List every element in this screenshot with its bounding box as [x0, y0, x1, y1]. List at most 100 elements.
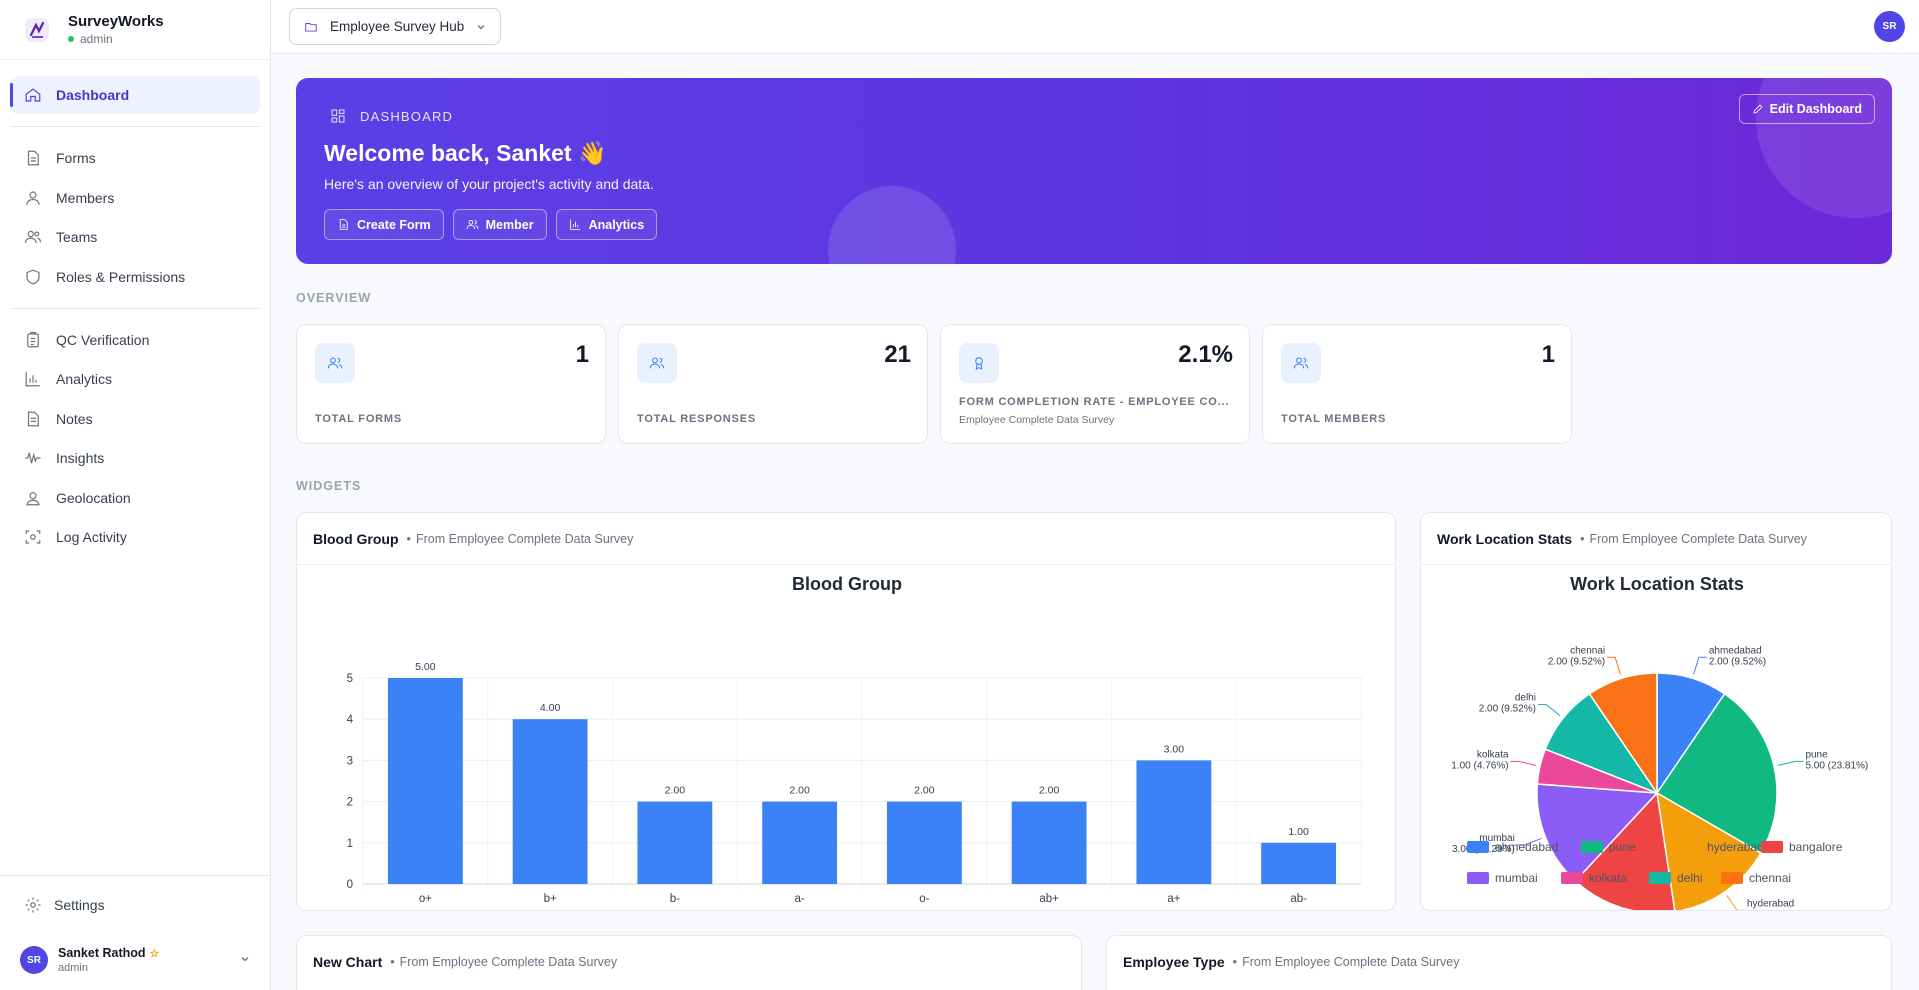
wave-icon [25, 452, 41, 464]
y-tick-label: 4 [347, 714, 354, 726]
y-tick-label: 3 [347, 755, 353, 767]
welcome-banner: DASHBOARD Welcome back, Sanket 👋 Here's … [296, 78, 1892, 264]
legend-label: mumbai [1495, 871, 1538, 885]
project-selector[interactable]: Employee Survey Hub [289, 8, 501, 45]
chevron-down-icon[interactable] [240, 954, 250, 964]
new-chart-widget[interactable]: New Chart From Employee Complete Data Su… [296, 935, 1082, 990]
document-icon [27, 150, 39, 166]
sidebar-item-label: QC Verification [56, 331, 150, 348]
sidebar-item-teams[interactable]: Teams [10, 218, 260, 256]
data-label: 1.00 [1288, 826, 1309, 838]
sidebar-item-log-activity[interactable]: Log Activity [10, 518, 260, 556]
users-icon [327, 357, 343, 369]
legend-swatch [1467, 841, 1489, 853]
stat-icon [637, 343, 677, 383]
slice-label: mumbai [1479, 833, 1515, 844]
legend-swatch [1581, 841, 1603, 853]
brand[interactable]: SurveyWorks admin [0, 0, 270, 60]
sidebar-item-qc-verification[interactable]: QC Verification [10, 321, 260, 359]
bar-ab- [1261, 842, 1337, 884]
nav-divider [10, 126, 260, 127]
sidebar-item-analytics[interactable]: Analytics [10, 360, 260, 398]
y-tick-label: 5 [347, 673, 353, 685]
gear-icon [25, 897, 41, 913]
user-menu[interactable]: SR Sanket Rathod ☆ admin [0, 934, 270, 986]
slice-value: 3.00 (14.29%) [1747, 909, 1810, 910]
bar-chart-icon [569, 219, 580, 230]
stat-icon [1281, 343, 1321, 383]
y-tick-label: 1 [347, 838, 353, 850]
sidebar-item-forms[interactable]: Forms [10, 139, 260, 177]
data-label: 2.00 [789, 785, 810, 797]
x-tick-label: ab+ [1039, 893, 1059, 905]
brand-logo-icon [25, 17, 49, 42]
bar-ab+ [1011, 801, 1087, 884]
leader-line [1693, 656, 1707, 675]
stat-icon [315, 343, 355, 383]
users-icon [649, 357, 665, 369]
bar-a- [762, 801, 838, 884]
page-title: Welcome back, Sanket 👋 [324, 140, 607, 166]
sidebar-item-members[interactable]: Members [10, 179, 260, 217]
stat-card-total-responses[interactable]: 21 TOTAL RESPONSES [618, 324, 928, 444]
slice-label: ahmedabad [1709, 645, 1762, 656]
sidebar-item-notes[interactable]: Notes [10, 400, 260, 438]
blood-group-widget[interactable]: Blood Group From Employee Complete Data … [296, 512, 1396, 911]
sidebar-item-insights[interactable]: Insights [10, 439, 260, 477]
x-tick-label: b+ [544, 893, 557, 905]
legend-label: bangalore [1789, 840, 1843, 854]
widget-source: From Employee Complete Data Survey [1580, 532, 1806, 546]
widget-header: Work Location Stats From Employee Comple… [1421, 513, 1891, 565]
sidebar-item-label: Teams [56, 229, 98, 245]
legend-swatch [1467, 872, 1489, 884]
slice-label: chennai [1570, 645, 1605, 656]
stat-value: 1 [575, 341, 589, 368]
widget-source: From Employee Complete Data Survey [407, 532, 633, 546]
widget-source: From Employee Complete Data Survey [1233, 955, 1459, 969]
stat-card-total-members[interactable]: 1 TOTAL MEMBERS [1262, 324, 1572, 444]
project-name: Employee Survey Hub [330, 19, 465, 34]
settings-button[interactable]: Settings [0, 876, 270, 934]
employee-type-widget[interactable]: Employee Type From Employee Complete Dat… [1106, 935, 1892, 990]
stat-card-total-forms[interactable]: 1 TOTAL FORMS [296, 324, 606, 444]
widget-title: Work Location Stats [1437, 530, 1573, 547]
sidebar-item-dashboard[interactable]: Dashboard [10, 76, 260, 114]
legend-swatch [1761, 841, 1783, 853]
legend-label: pune [1609, 840, 1636, 854]
brand-name: SurveyWorks [68, 13, 164, 30]
widgets-heading: WIDGETS [296, 479, 362, 493]
sidebar-item-label: Roles & Permissions [56, 268, 186, 285]
bar-a+ [1136, 760, 1212, 884]
bar-o+ [387, 678, 463, 884]
member-button[interactable]: Member [452, 209, 547, 240]
work-location-widget[interactable]: Work Location Stats From Employee Comple… [1420, 512, 1892, 911]
leader-line [1726, 895, 1745, 910]
create-form-button[interactable]: Create Form [324, 209, 444, 240]
avatar[interactable]: SR [1874, 11, 1905, 42]
legend-swatch [1679, 841, 1701, 853]
stat-label: TOTAL FORMS [315, 413, 403, 425]
sidebar-item-label: Geolocation [56, 489, 131, 506]
sidebar-item-roles[interactable]: Roles & Permissions [10, 258, 260, 296]
stat-icon [959, 343, 999, 383]
chart-title: Work Location Stats [1570, 574, 1744, 594]
stat-card-completion-rate[interactable]: 2.1% FORM COMPLETION RATE - EMPLOYEE CO.… [940, 324, 1250, 444]
widget-header: Blood Group From Employee Complete Data … [297, 513, 1395, 565]
grid-icon [331, 109, 345, 123]
data-label: 2.00 [914, 785, 935, 797]
x-tick-label: b- [670, 893, 680, 905]
analytics-button[interactable]: Analytics [555, 209, 658, 240]
slice-label: pune [1805, 749, 1828, 760]
edit-dashboard-button[interactable]: Edit Dashboard [1738, 94, 1875, 124]
x-tick-label: a- [795, 893, 805, 905]
blood-group-bar-chart: Blood Group 0 1 2 3 4 5 5.00 o+ 4.00 b+ 2.00 b- 2.00 a… [347, 574, 1362, 905]
sidebar-item-geolocation[interactable]: Geolocation [10, 479, 260, 517]
x-tick-label: o+ [419, 893, 432, 905]
y-tick-label: 2 [347, 797, 353, 809]
y-tick-label: 0 [347, 879, 353, 891]
brand-role: admin [68, 32, 164, 46]
clipboard-icon [27, 331, 39, 347]
sidebar-item-label: Notes [56, 410, 93, 427]
pencil-icon [1753, 104, 1763, 114]
stat-sublabel: Employee Complete Data Survey [959, 414, 1115, 426]
